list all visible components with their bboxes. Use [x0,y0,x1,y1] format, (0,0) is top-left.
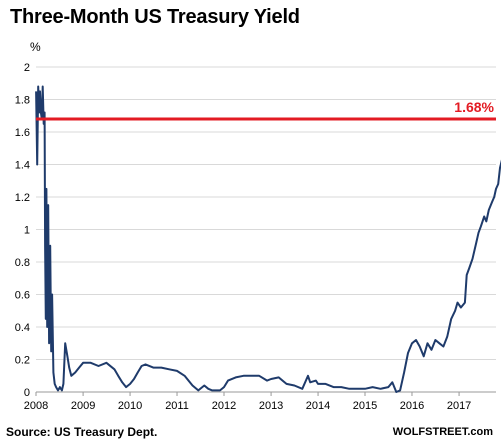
site-credit: WOLFSTREET.com [392,426,493,438]
reference-line-layer: 1.68% [36,99,496,121]
source-note: Source: US Treasury Dept. [6,425,158,439]
y-axis-ticks: 0 0.2 0.4 0.6 0.8 1 1.2 1.4 1.6 1.8 2 [15,62,30,399]
y-tick-label: 1.2 [15,192,30,204]
x-tick-label: 2013 [259,400,283,412]
y-tick-label: 2 [24,62,30,74]
x-tick-label: 2016 [400,400,424,412]
series-layer [35,85,501,393]
y-tick-label: 1 [24,225,30,237]
x-tick-label: 2017 [447,400,471,412]
chart-title: Three-Month US Treasury Yield [10,6,300,28]
y-tick-label: 0.6 [15,290,30,302]
x-tick-label: 2012 [212,400,236,412]
y-tick-label: 0.2 [15,355,30,367]
y-axis-unit: % [30,40,41,54]
x-tick-label: 2015 [353,400,377,412]
grid-lines [36,66,496,393]
y-tick-label: 1.4 [15,160,30,172]
y-tick-label: 1.6 [15,127,30,139]
x-tick-label: 2009 [71,400,95,412]
y-tick-label: 0.4 [15,322,30,334]
y-tick-label: 0.8 [15,257,30,269]
x-tick-label: 2014 [306,400,330,412]
x-tick-label: 2011 [165,400,189,412]
y-tick-label: 1.8 [15,95,30,107]
x-tick-label: 2010 [118,400,142,412]
y-tick-label: 0 [24,387,30,399]
x-axis-ticks: 2008 2009 2010 2011 2012 2013 2014 2015 2016 2017 [24,392,471,412]
reference-line-label: 1.68% [454,99,494,115]
x-tick-label: 2008 [24,400,48,412]
yield-series-line [35,85,501,393]
